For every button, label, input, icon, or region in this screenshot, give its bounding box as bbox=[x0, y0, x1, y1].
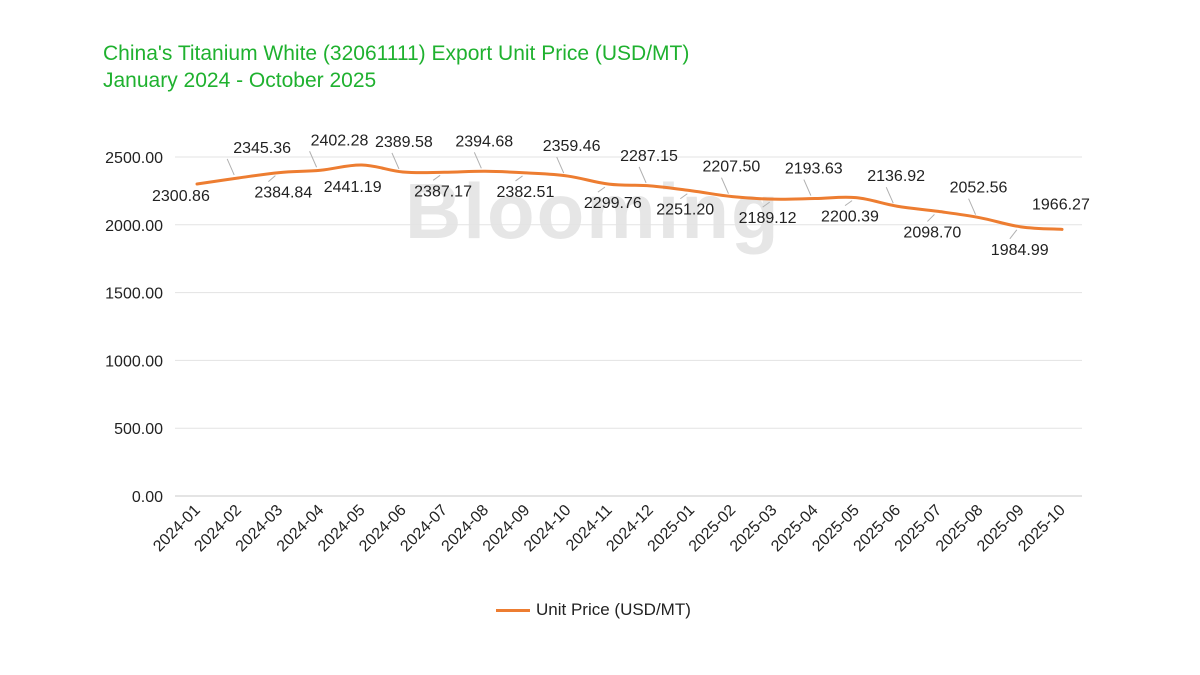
leader-line bbox=[515, 175, 523, 182]
y-axis-ticks: 0.00 500.00 1000.00 1500.00 2000.00 2500.00 bbox=[105, 150, 163, 506]
y-tick-label: 0.00 bbox=[132, 489, 163, 506]
y-tick-label: 1000.00 bbox=[105, 353, 163, 370]
data-label: 1984.99 bbox=[991, 242, 1049, 259]
x-axis-ticks: 2024-012024-022024-032024-042024-052024-… bbox=[150, 502, 1069, 556]
data-label: 2189.12 bbox=[739, 210, 797, 227]
leader-line bbox=[762, 201, 770, 208]
leader-line bbox=[844, 200, 853, 207]
leader-line bbox=[391, 152, 400, 170]
leader-line bbox=[721, 177, 729, 194]
y-tick-label: 2500.00 bbox=[105, 150, 163, 167]
leader-line bbox=[803, 179, 812, 196]
data-label: 2207.50 bbox=[702, 159, 760, 176]
data-label: 2389.58 bbox=[375, 134, 433, 151]
leader-line bbox=[1009, 229, 1018, 240]
leader-line bbox=[927, 214, 935, 222]
data-label: 2200.39 bbox=[821, 209, 879, 226]
leader-line bbox=[268, 175, 276, 182]
leader-line bbox=[556, 156, 565, 174]
data-label: 2359.46 bbox=[543, 138, 601, 155]
data-label: 2441.19 bbox=[324, 179, 382, 196]
chart-subtitle: January 2024 - October 2025 bbox=[103, 69, 377, 92]
grid-lines bbox=[175, 156, 1082, 497]
leader-line bbox=[638, 166, 647, 184]
data-label: 2382.51 bbox=[497, 184, 555, 201]
data-label: 2136.92 bbox=[867, 168, 925, 185]
leader-line bbox=[968, 198, 977, 215]
legend-label: Unit Price (USD/MT) bbox=[536, 600, 691, 619]
leader-line bbox=[309, 151, 318, 168]
leader-line bbox=[597, 186, 606, 193]
data-label: 1966.27 bbox=[1032, 196, 1090, 213]
data-label: 2300.86 bbox=[152, 188, 210, 205]
legend: Unit Price (USD/MT) bbox=[496, 600, 691, 620]
series-line bbox=[195, 163, 1064, 231]
data-label: 2052.56 bbox=[950, 180, 1008, 197]
data-label: 2193.63 bbox=[785, 161, 843, 178]
data-label: 2345.36 bbox=[233, 140, 291, 157]
leader-line bbox=[432, 174, 441, 181]
chart-title-line1: China's Titanium White (32061111) Export… bbox=[103, 42, 690, 65]
leader-line bbox=[226, 158, 235, 176]
data-label: 2251.20 bbox=[656, 202, 714, 219]
legend-swatch bbox=[496, 608, 530, 612]
data-label: 2287.15 bbox=[620, 148, 678, 165]
data-labels: 2300.86 2345.36 2384.84 2402.28 2441.19 2389.… bbox=[152, 132, 1090, 259]
data-label: 2098.70 bbox=[903, 224, 961, 241]
data-label: 2402.28 bbox=[311, 132, 369, 149]
data-label: 2299.76 bbox=[584, 195, 642, 212]
chart-title: China's Titanium White (32061111) Export… bbox=[103, 40, 689, 94]
series-unit-price bbox=[195, 163, 1064, 231]
data-label: 2394.68 bbox=[455, 133, 513, 150]
leader-line bbox=[885, 187, 894, 204]
data-label: 2384.84 bbox=[254, 185, 312, 202]
data-label: 2387.17 bbox=[414, 183, 472, 200]
y-tick-label: 500.00 bbox=[114, 421, 163, 438]
leader-line bbox=[679, 193, 688, 200]
y-tick-label: 1500.00 bbox=[105, 286, 163, 303]
leader-line bbox=[473, 152, 482, 169]
y-tick-label: 2000.00 bbox=[105, 218, 163, 235]
